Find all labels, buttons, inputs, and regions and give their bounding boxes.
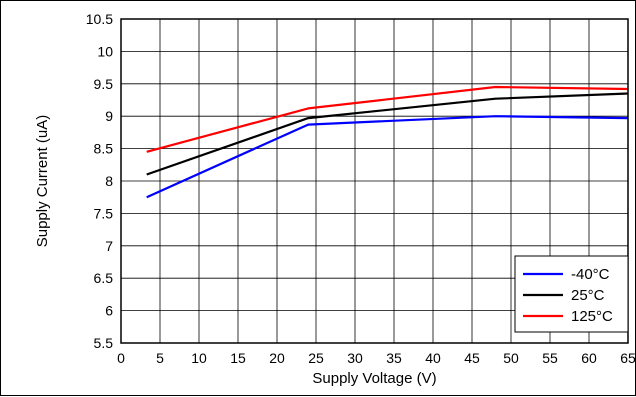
- x-axis-label: Supply Voltage (V): [312, 370, 436, 387]
- legend-label: -40°C: [571, 266, 610, 283]
- legend: -40°C 25°C 125°C: [514, 255, 629, 333]
- y-tick-label: 10: [97, 43, 113, 59]
- x-tick-label: 5: [156, 350, 164, 366]
- x-tick-label: 55: [542, 350, 558, 366]
- series-line: [146, 85, 629, 153]
- y-tick-label: 8.5: [94, 141, 114, 157]
- x-tick-label: 0: [117, 350, 125, 366]
- y-axis-label: Supply Current (uA): [34, 115, 51, 248]
- x-tick-label: 65: [620, 350, 636, 366]
- x-tick-label: 20: [269, 350, 285, 366]
- x-tick-label: 45: [464, 350, 480, 366]
- y-tick-label: 10.5: [86, 11, 113, 27]
- series-line: [146, 115, 629, 199]
- y-tick-label: 7.5: [94, 205, 114, 221]
- series-lines: [146, 85, 629, 199]
- y-tick-labels: 5.5 6 6.5 7 7.5 8 8.5 9 9.5 10 10.5: [86, 11, 113, 351]
- x-tick-label: 10: [191, 350, 207, 366]
- x-tick-label: 35: [386, 350, 402, 366]
- x-tick-labels: 0 5 10 15 20 25 30 35 40 45 50 55 60 65: [117, 350, 636, 366]
- legend-label: 25°C: [571, 287, 605, 304]
- x-tick-label: 30: [347, 350, 363, 366]
- x-tick-label: 50: [503, 350, 519, 366]
- x-tick-label: 25: [308, 350, 324, 366]
- y-tick-label: 7: [105, 238, 113, 254]
- x-tick-label: 40: [425, 350, 441, 366]
- y-tick-label: 9.5: [94, 76, 114, 92]
- y-tick-label: 8: [105, 173, 113, 189]
- legend-label: 125°C: [571, 308, 613, 325]
- series-line: [146, 92, 629, 176]
- y-tick-label: 9: [105, 108, 113, 124]
- x-tick-label: 60: [581, 350, 597, 366]
- x-tick-label: 15: [230, 350, 246, 366]
- plot-area-border: [120, 18, 629, 344]
- y-tick-label: 6: [105, 303, 113, 319]
- y-tick-label: 6.5: [94, 270, 114, 286]
- y-tick-label: 5.5: [94, 335, 114, 351]
